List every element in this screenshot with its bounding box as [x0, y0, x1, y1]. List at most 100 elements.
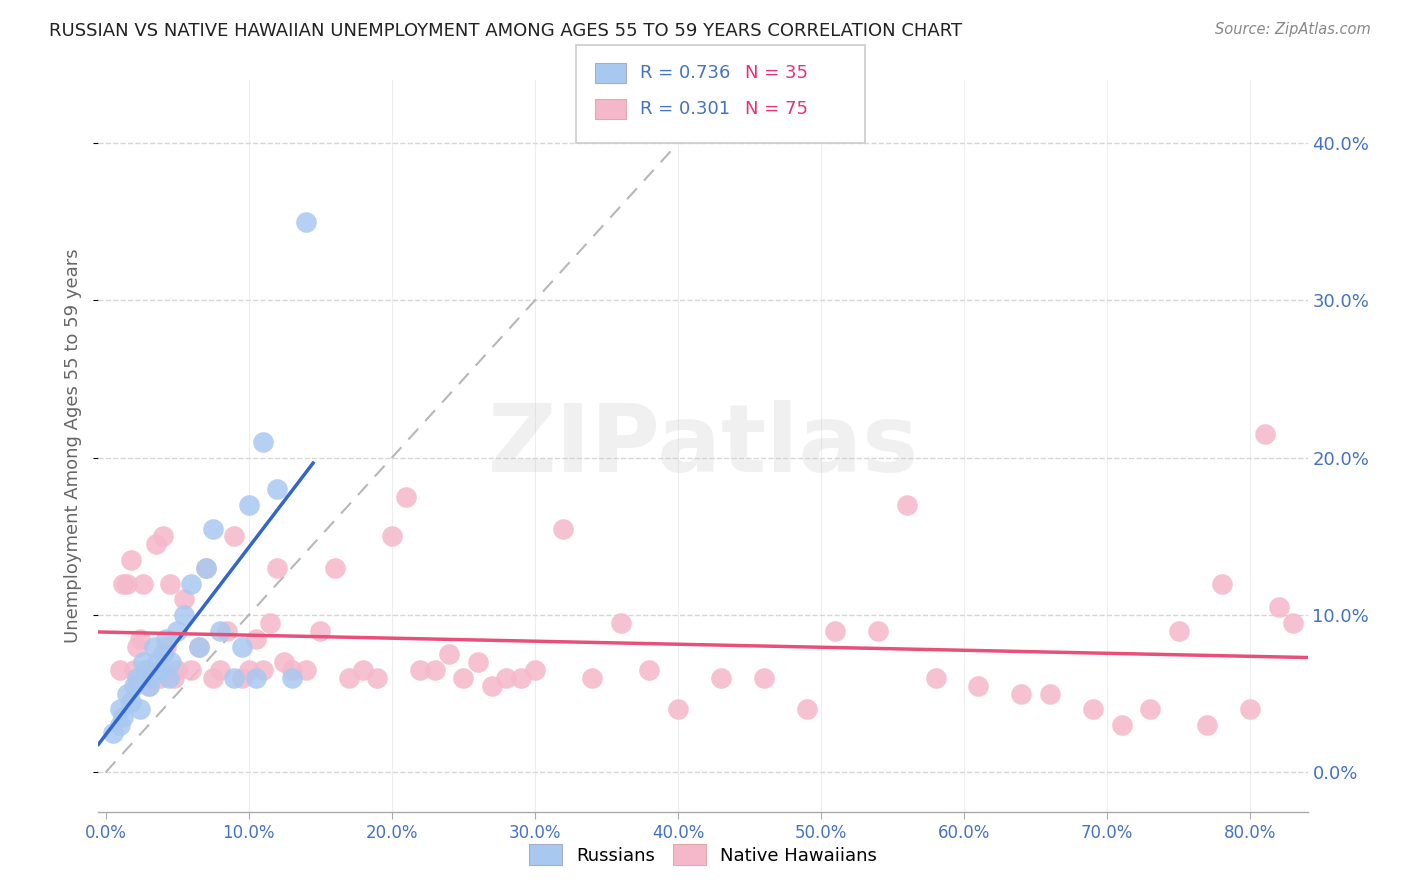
Point [157, 671, 180, 685]
Point [409, 663, 432, 677]
Point [553, 522, 575, 536]
Point [1253, 427, 1275, 442]
Point [143, 640, 166, 654]
Point [437, 648, 460, 662]
Point [163, 671, 186, 685]
Point [224, 529, 246, 543]
Point [138, 679, 160, 693]
Point [245, 632, 267, 646]
Point [187, 640, 209, 654]
Point [896, 498, 918, 512]
Point [173, 592, 195, 607]
Point [173, 608, 195, 623]
Point [180, 663, 202, 677]
Point [141, 671, 163, 685]
Point [152, 529, 174, 543]
Point [323, 561, 346, 575]
Point [266, 482, 288, 496]
Point [135, 663, 157, 677]
Point [108, 663, 131, 677]
Point [381, 529, 404, 543]
Point [146, 655, 169, 669]
Point [194, 561, 217, 575]
Point [209, 663, 232, 677]
Text: N = 35: N = 35 [745, 64, 808, 82]
Point [231, 671, 253, 685]
Point [159, 576, 181, 591]
Point [238, 663, 260, 677]
Point [266, 561, 288, 575]
Point [132, 576, 155, 591]
Point [1282, 615, 1305, 630]
Text: Source: ZipAtlas.com: Source: ZipAtlas.com [1215, 22, 1371, 37]
Point [149, 671, 172, 685]
Point [111, 710, 134, 724]
Point [155, 640, 177, 654]
Point [224, 671, 246, 685]
Point [467, 655, 489, 669]
Text: ZIPatlas: ZIPatlas [488, 400, 918, 492]
Point [824, 624, 846, 638]
Point [108, 702, 131, 716]
Point [366, 671, 388, 685]
Legend: Russians, Native Hawaiians: Russians, Native Hawaiians [522, 837, 884, 872]
Point [1039, 687, 1062, 701]
Point [122, 679, 145, 693]
Point [231, 640, 253, 654]
Point [125, 640, 148, 654]
Point [1239, 702, 1261, 716]
Point [967, 679, 990, 693]
Point [252, 663, 274, 677]
Point [395, 490, 418, 504]
Point [122, 663, 145, 677]
Point [924, 671, 946, 685]
Point [245, 671, 267, 685]
Point [238, 498, 260, 512]
Point [145, 537, 167, 551]
Point [1139, 702, 1161, 716]
Point [111, 576, 134, 591]
Point [120, 553, 142, 567]
Point [796, 702, 818, 716]
Point [1081, 702, 1104, 716]
Point [180, 576, 202, 591]
Point [481, 679, 503, 693]
Point [125, 671, 148, 685]
Text: R = 0.301: R = 0.301 [640, 100, 730, 118]
Point [201, 522, 224, 536]
Text: N = 75: N = 75 [745, 100, 808, 118]
Point [115, 687, 138, 701]
Point [152, 648, 174, 662]
Point [1197, 718, 1219, 732]
Point [666, 702, 689, 716]
Point [295, 663, 318, 677]
Point [295, 215, 318, 229]
Point [352, 663, 374, 677]
Point [280, 663, 302, 677]
Point [423, 663, 446, 677]
Point [252, 435, 274, 450]
Y-axis label: Unemployment Among Ages 55 to 59 years: Unemployment Among Ages 55 to 59 years [65, 249, 83, 643]
Point [710, 671, 733, 685]
Point [1268, 600, 1291, 615]
Point [217, 624, 239, 638]
Point [337, 671, 360, 685]
Point [155, 632, 177, 646]
Point [135, 663, 157, 677]
Text: RUSSIAN VS NATIVE HAWAIIAN UNEMPLOYMENT AMONG AGES 55 TO 59 YEARS CORRELATION CH: RUSSIAN VS NATIVE HAWAIIAN UNEMPLOYMENT … [49, 22, 962, 40]
Point [495, 671, 517, 685]
Point [638, 663, 661, 677]
Point [115, 576, 138, 591]
Point [609, 615, 631, 630]
Point [509, 671, 531, 685]
Point [209, 624, 232, 638]
Point [453, 671, 475, 685]
Point [138, 679, 160, 693]
Point [1010, 687, 1032, 701]
Point [166, 624, 188, 638]
Point [166, 663, 188, 677]
Point [129, 702, 152, 716]
Point [201, 671, 224, 685]
Point [129, 632, 152, 646]
Point [108, 718, 131, 732]
